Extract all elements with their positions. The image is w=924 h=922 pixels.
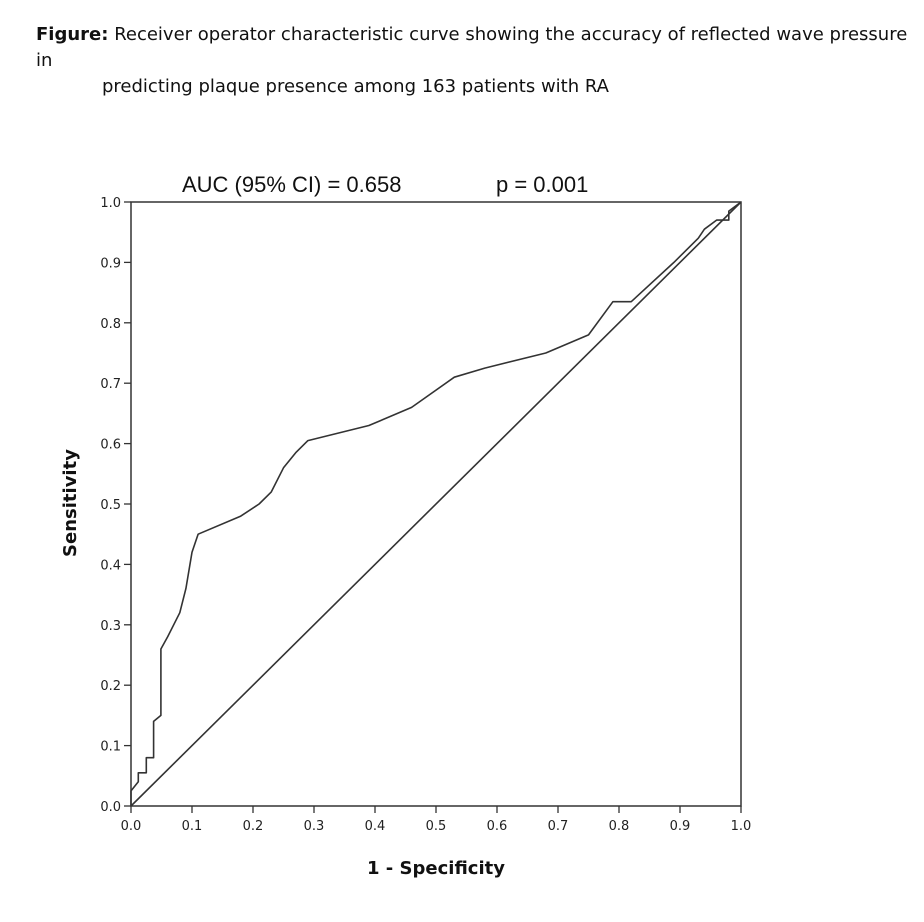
x-tick-label: 0.8 [609, 819, 630, 834]
y-tick-label: 0.0 [100, 800, 121, 815]
x-tick-label: 0.2 [243, 819, 264, 834]
x-tick-label: 0.4 [365, 819, 386, 834]
y-tick-label: 0.7 [100, 377, 121, 392]
p-value-annotation: p = 0.001 [496, 172, 588, 197]
y-tick-label: 1.0 [100, 196, 121, 211]
y-tick-label: 0.9 [100, 256, 121, 271]
y-tick-label: 0.5 [100, 498, 121, 513]
x-tick-label: 0.1 [182, 819, 203, 834]
x-tick-label: 0.9 [670, 819, 691, 834]
y-tick-label: 0.1 [100, 740, 121, 755]
x-tick-label: 0.5 [426, 819, 447, 834]
auc-annotation: AUC (95% CI) = 0.658 [182, 172, 401, 197]
y-tick-label: 0.6 [100, 438, 121, 453]
y-tick-label: 0.4 [100, 558, 121, 573]
figure-caption: Figure: Receiver operator characteristic… [36, 22, 916, 100]
reference-diagonal-line [130, 201, 742, 807]
x-tick-label: 0.7 [548, 819, 569, 834]
x-axis-title: 1 - Specificity [367, 858, 505, 879]
caption-line-2: predicting plaque presence among 163 pat… [102, 76, 609, 97]
x-tick-label: 0.0 [121, 819, 142, 834]
caption-line-1: Receiver operator characteristic curve s… [36, 24, 908, 71]
x-tick-label: 1.0 [731, 819, 752, 834]
y-tick-label: 0.2 [100, 679, 121, 694]
y-tick-label: 0.3 [100, 619, 121, 634]
roc-curve-line [130, 201, 742, 806]
caption-label: Figure: [36, 24, 109, 45]
y-axis-title: Sensitivity [60, 449, 81, 557]
x-tick-label: 0.3 [304, 819, 325, 834]
y-tick-label: 0.8 [100, 317, 121, 332]
x-tick-label: 0.6 [487, 819, 508, 834]
